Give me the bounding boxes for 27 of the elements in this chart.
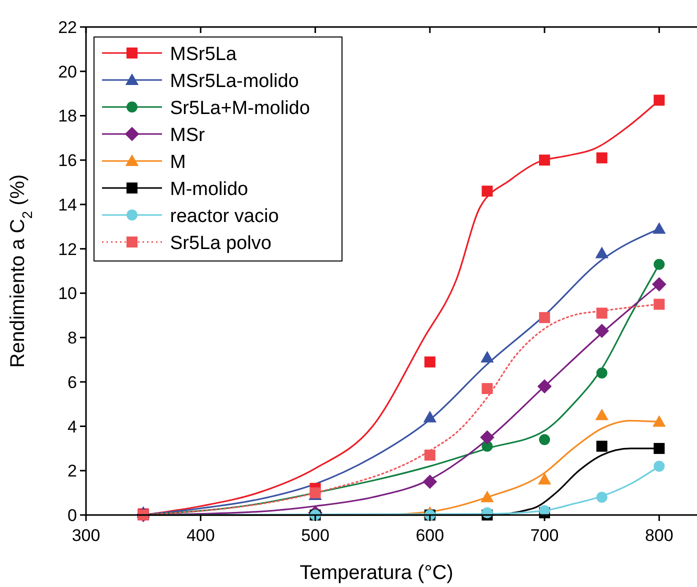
y-tick-label: 6	[68, 372, 77, 392]
legend-label: M-molido	[170, 179, 248, 200]
x-tick-label: 300	[72, 526, 100, 545]
x-tick-label: 600	[416, 526, 444, 545]
x-tick-label: 400	[186, 526, 215, 545]
y-tick-label: 12	[58, 240, 77, 259]
y-tick-label: 2	[68, 462, 77, 481]
y-tick-label: 16	[58, 151, 77, 170]
legend-label: Sr5La polvo	[170, 233, 272, 254]
x-axis-title: Temperatura (°C)	[300, 562, 454, 584]
legend-label: MSr5La	[170, 44, 237, 65]
y-tick-label: 14	[58, 195, 77, 214]
y-tick-label: 4	[68, 417, 77, 436]
legend-label: reactor vacio	[170, 206, 279, 227]
legend-label: MSr	[170, 125, 206, 146]
x-tick-label: 800	[644, 526, 674, 545]
x-tick-label: 500	[301, 526, 330, 545]
y-tick-label: 10	[58, 284, 77, 304]
y-tick-label: 20	[58, 62, 77, 82]
y-tick-label: 22	[58, 18, 77, 37]
legend-label: MSr5La-molido	[170, 71, 299, 92]
y-tick-label: 8	[68, 328, 77, 348]
legend-label: Sr5La+M-molido	[170, 98, 310, 119]
x-tick-label: 700	[530, 526, 559, 545]
y-tick-label: 0	[68, 506, 77, 525]
y-tick-label: 18	[58, 106, 77, 126]
legend-label: M	[170, 152, 186, 173]
